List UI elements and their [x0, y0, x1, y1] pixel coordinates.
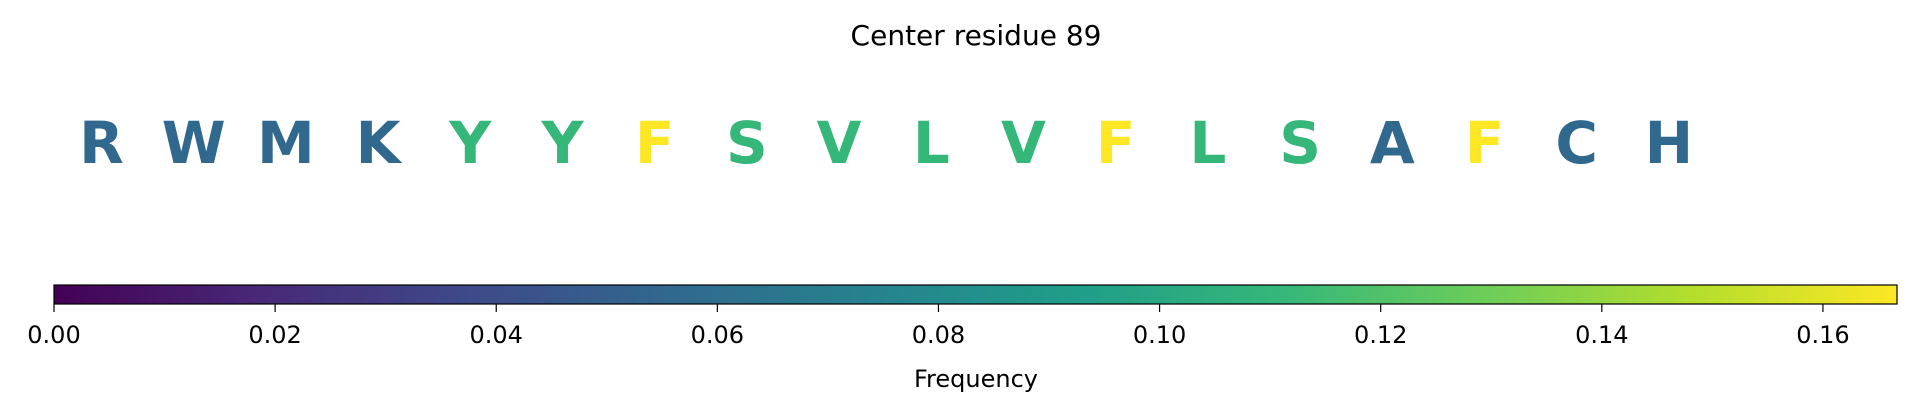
residue-letter: L [1189, 109, 1226, 177]
x-tick-label: 0.00 [27, 321, 80, 349]
chart-title: Center residue 89 [851, 19, 1102, 52]
residue-letter: F [1465, 109, 1505, 177]
x-tick-label: 0.04 [470, 321, 523, 349]
residue-letter: Y [541, 109, 585, 177]
residue-letter: A [1370, 109, 1415, 177]
x-tick-label: 0.08 [912, 321, 965, 349]
colorbar [53, 284, 1898, 305]
residue-letter: Y [448, 109, 492, 177]
residue-letter: R [79, 109, 124, 177]
x-tick-label: 0.12 [1354, 321, 1407, 349]
residue-letter: V [1001, 109, 1046, 177]
residue-letter: F [1096, 109, 1136, 177]
residue-letter: K [356, 109, 403, 177]
x-axis-label: Frequency [914, 365, 1038, 393]
residue-letter: W [162, 109, 226, 177]
residue-letter: V [817, 109, 862, 177]
residue-letter: S [1279, 109, 1321, 177]
residue-letter: H [1645, 109, 1694, 177]
residue-letter: S [726, 109, 768, 177]
x-tick-label: 0.16 [1796, 321, 1849, 349]
residue-letter: C [1555, 109, 1598, 177]
x-tick-label: 0.14 [1575, 321, 1628, 349]
x-tick-label: 0.02 [248, 321, 301, 349]
x-tick-label: 0.06 [691, 321, 744, 349]
residue-letter: L [913, 109, 950, 177]
x-tick-label: 0.10 [1133, 321, 1186, 349]
residue-letter: M [257, 109, 315, 177]
residue-letter: F [635, 109, 675, 177]
